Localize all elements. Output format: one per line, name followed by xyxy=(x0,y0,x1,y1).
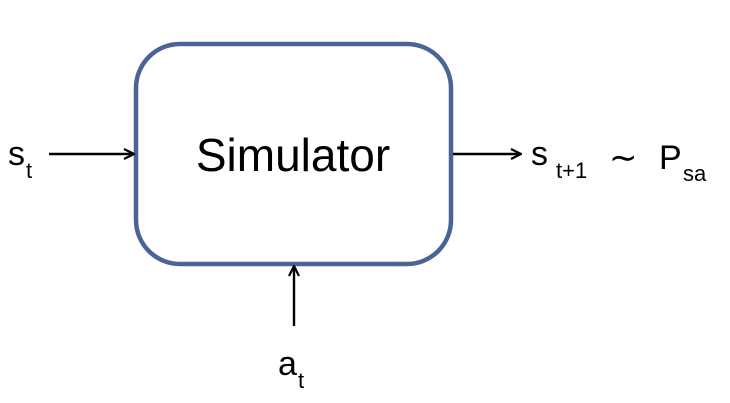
svg-text:t+1: t+1 xyxy=(556,158,587,183)
simulator-box xyxy=(133,41,454,267)
svg-text:P: P xyxy=(659,139,682,177)
svg-text:t: t xyxy=(298,368,304,393)
state-input-label: s t xyxy=(8,135,32,183)
action-input-label: a t xyxy=(278,345,304,393)
svg-text:sa: sa xyxy=(683,161,707,186)
simulator-label: Simulator xyxy=(196,129,390,181)
svg-text:t: t xyxy=(26,158,32,183)
next-state-output-label: s t+1 ∼ P sa xyxy=(531,135,707,186)
svg-text:s: s xyxy=(531,135,548,173)
svg-text:s: s xyxy=(8,135,25,173)
svg-text:a: a xyxy=(278,345,297,383)
svg-text:∼: ∼ xyxy=(609,138,638,178)
